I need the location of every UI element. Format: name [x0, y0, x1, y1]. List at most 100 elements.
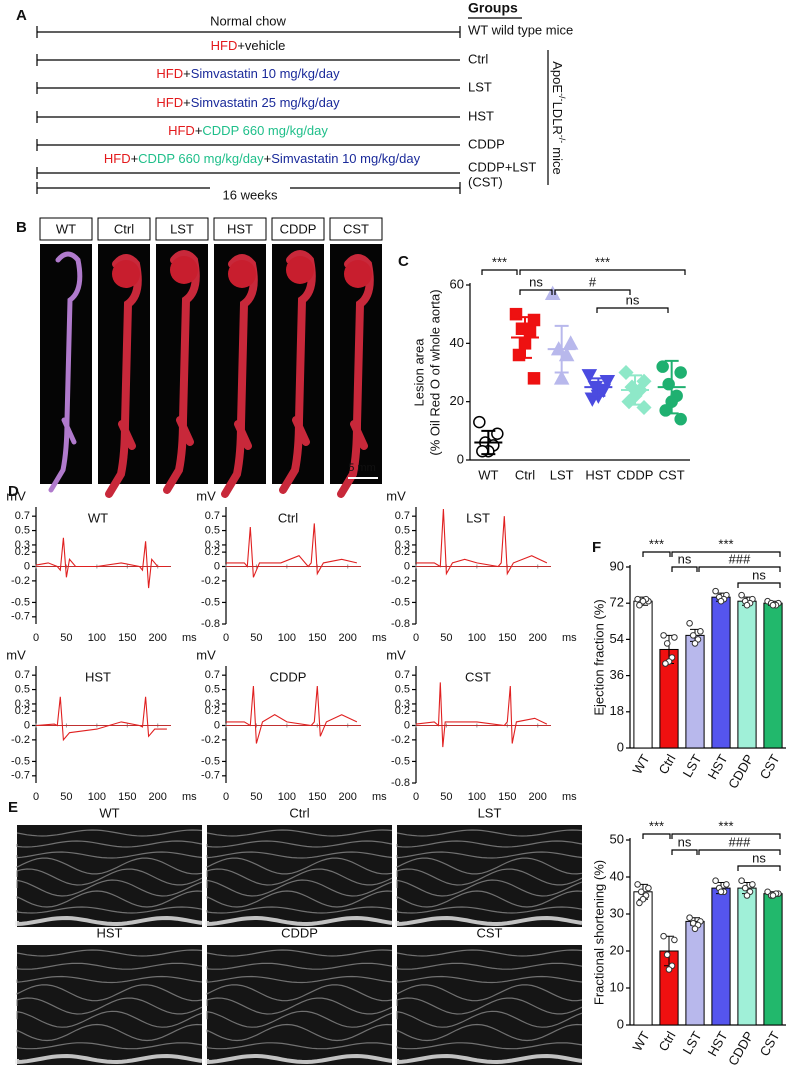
y-tick-label: 0.2	[15, 705, 30, 717]
aorta-panel: WT Ctrl LST HST CDDP CST 5 mm	[39, 217, 383, 498]
y-tick-label: 0.5	[205, 524, 220, 536]
y-tick-label: 30	[610, 905, 624, 920]
treatment: Simvastatin 25 mg/kg/day	[191, 95, 340, 110]
y-axis-title: Ejection fraction (%)	[591, 599, 606, 715]
y-tick-label: -0.7	[201, 770, 220, 782]
bar	[763, 893, 783, 1026]
point	[656, 360, 669, 373]
plus: +	[264, 151, 272, 166]
echo-trace	[16, 829, 203, 837]
echo-trace	[395, 1053, 583, 1065]
x-tick-label: HST	[585, 467, 611, 482]
y-tick-label: 0	[404, 560, 410, 572]
echo-trace	[16, 840, 203, 848]
bar	[685, 634, 705, 749]
echo-trace	[16, 906, 203, 914]
y-tick-label: 40	[450, 335, 464, 350]
y-tick-label: 90	[610, 558, 624, 573]
label-box	[155, 217, 209, 241]
echo-trace	[16, 851, 203, 859]
echo-trace	[206, 949, 393, 957]
label-box	[271, 217, 325, 241]
label-box	[39, 217, 93, 241]
point	[562, 335, 579, 350]
y-tick-label: 0.3	[395, 698, 410, 710]
y-tick-label: 50	[610, 831, 624, 846]
significance-label: ###	[729, 834, 751, 849]
echo-image	[397, 825, 582, 927]
point	[717, 888, 725, 896]
point	[527, 372, 541, 385]
bar	[763, 602, 783, 749]
point	[712, 877, 719, 885]
y-tick-label: 0.7	[395, 669, 410, 681]
x-tick-label: CDDP	[617, 467, 654, 482]
y-tick-label: -0.5	[201, 755, 220, 767]
point	[636, 601, 643, 609]
treatment: Simvastatin 10 mg/kg/day	[271, 151, 420, 166]
arch	[112, 260, 140, 288]
echo-trace	[16, 879, 203, 897]
x-tick-label: 150	[118, 632, 136, 644]
bar	[737, 600, 757, 749]
echo-trace	[16, 975, 203, 984]
label-box	[97, 217, 151, 241]
significance-bracket	[519, 269, 686, 275]
point	[674, 366, 687, 379]
echo-trace	[205, 915, 393, 927]
x-tick-label: 50	[440, 632, 452, 644]
plus: +	[195, 123, 203, 138]
point	[621, 394, 637, 410]
x-tick-label: LST	[680, 752, 705, 780]
panel-label: B	[16, 219, 27, 236]
x-tick-label: Ctrl	[515, 467, 535, 482]
y-tick-label: 18	[610, 703, 624, 718]
group-name: HST	[468, 108, 494, 123]
x-tick-label: WT	[478, 467, 498, 482]
y-tick-label: 40	[610, 868, 624, 883]
y-tick-label: 0.3	[395, 539, 410, 551]
hfd: HFD	[156, 66, 183, 81]
y-tick-label: 0.5	[395, 524, 410, 536]
bar	[737, 887, 757, 1026]
x-tick-label: CST	[757, 752, 783, 782]
y-tick-label: -0.2	[201, 734, 220, 746]
significance-bracket	[698, 849, 781, 855]
point	[473, 415, 486, 429]
y-unit: mV	[196, 647, 216, 662]
echo-trace	[206, 906, 393, 914]
panel-label: C	[398, 253, 409, 270]
echo-trace	[206, 857, 393, 875]
y-unit: mV	[386, 488, 406, 503]
significance-bracket	[698, 566, 781, 572]
x-tick-label: 100	[88, 791, 106, 803]
significance-bracket	[642, 551, 671, 557]
x-tick-label: 0	[33, 632, 39, 644]
arch	[286, 256, 314, 284]
arch	[344, 260, 372, 288]
y-tick-label: 36	[610, 667, 624, 682]
y-tick-label: 0.3	[15, 698, 30, 710]
arch	[170, 256, 198, 284]
group-name: WT wild type mice	[468, 22, 573, 37]
scale-label: 5 mm	[348, 462, 376, 474]
echo-trace	[16, 868, 203, 886]
y-tick-label: 0.2	[395, 546, 410, 558]
x-tick-label: 0	[413, 791, 419, 803]
significance-bracket	[481, 269, 518, 275]
point	[636, 899, 643, 907]
x-tick-label: 100	[278, 791, 296, 803]
arch	[228, 260, 256, 288]
echo-trace	[16, 1010, 203, 1028]
x-tick-label: HST	[705, 752, 731, 782]
point	[544, 285, 561, 300]
point	[691, 640, 699, 647]
x-tick-label: 150	[498, 632, 516, 644]
significance-label: ***	[649, 818, 664, 833]
echo-trace	[396, 857, 583, 875]
y-tick-label: 0.7	[15, 669, 30, 681]
ecg-trace	[415, 682, 548, 748]
y-tick-label: -0.2	[391, 734, 410, 746]
panel-label: A	[16, 7, 27, 24]
